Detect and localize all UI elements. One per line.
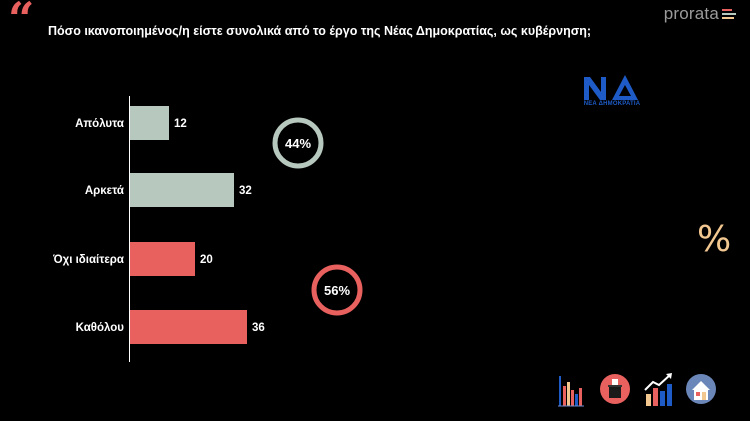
percent-icon: % (697, 219, 732, 260)
bar (130, 106, 169, 140)
value-label: 12 (174, 118, 187, 130)
bar-chart-icon (558, 376, 584, 407)
bars-group: Απόλυτα 12 Αρκετά 32 Όχι ιδιαίτερα 20 Καθόλου 3… (52, 106, 265, 344)
category-label: Καθόλου (76, 322, 125, 334)
brand-mark-stripe (722, 9, 732, 11)
trend-up-chart-icon (644, 373, 672, 406)
category-label: Όχι ιδιαίτερα (52, 254, 124, 266)
ballot-box-icon (600, 374, 630, 404)
group-total-label: 44% (285, 136, 311, 151)
brand-mark-icon (722, 8, 736, 20)
brand-mark-stripe (722, 13, 736, 15)
group-total-ring (272, 117, 324, 169)
survey-question: Πόσο ικανοποιημένος/η είστε συνολικά από… (48, 24, 592, 38)
category-label: Απόλυτα (75, 118, 124, 130)
value-label: 32 (239, 185, 252, 197)
bar (130, 310, 247, 344)
value-label: 20 (200, 254, 213, 266)
group-totals: 44% 56% (272, 117, 363, 316)
party-logo-mark (584, 75, 638, 100)
bar (130, 173, 234, 207)
group-total-ring (311, 264, 363, 316)
footer-icons (556, 370, 736, 410)
prorata-logo: prorata (664, 4, 736, 24)
party-logo (579, 72, 645, 112)
category-label: Αρκετά (85, 185, 124, 197)
brand-mark-stripe (722, 17, 734, 19)
bar (130, 242, 195, 276)
house-icon (686, 374, 716, 404)
party-logo-delta-shape (612, 75, 638, 100)
group-total-label: 56% (324, 283, 350, 298)
quote-mark: “ (8, 0, 35, 46)
brand-name: prorata (663, 4, 719, 23)
party-logo-caption: ΝΕΑ ΔΗΜΟΚΡΑΤΙΑ (583, 101, 641, 107)
value-label: 36 (252, 322, 265, 334)
party-logo-n-shape (584, 77, 606, 100)
